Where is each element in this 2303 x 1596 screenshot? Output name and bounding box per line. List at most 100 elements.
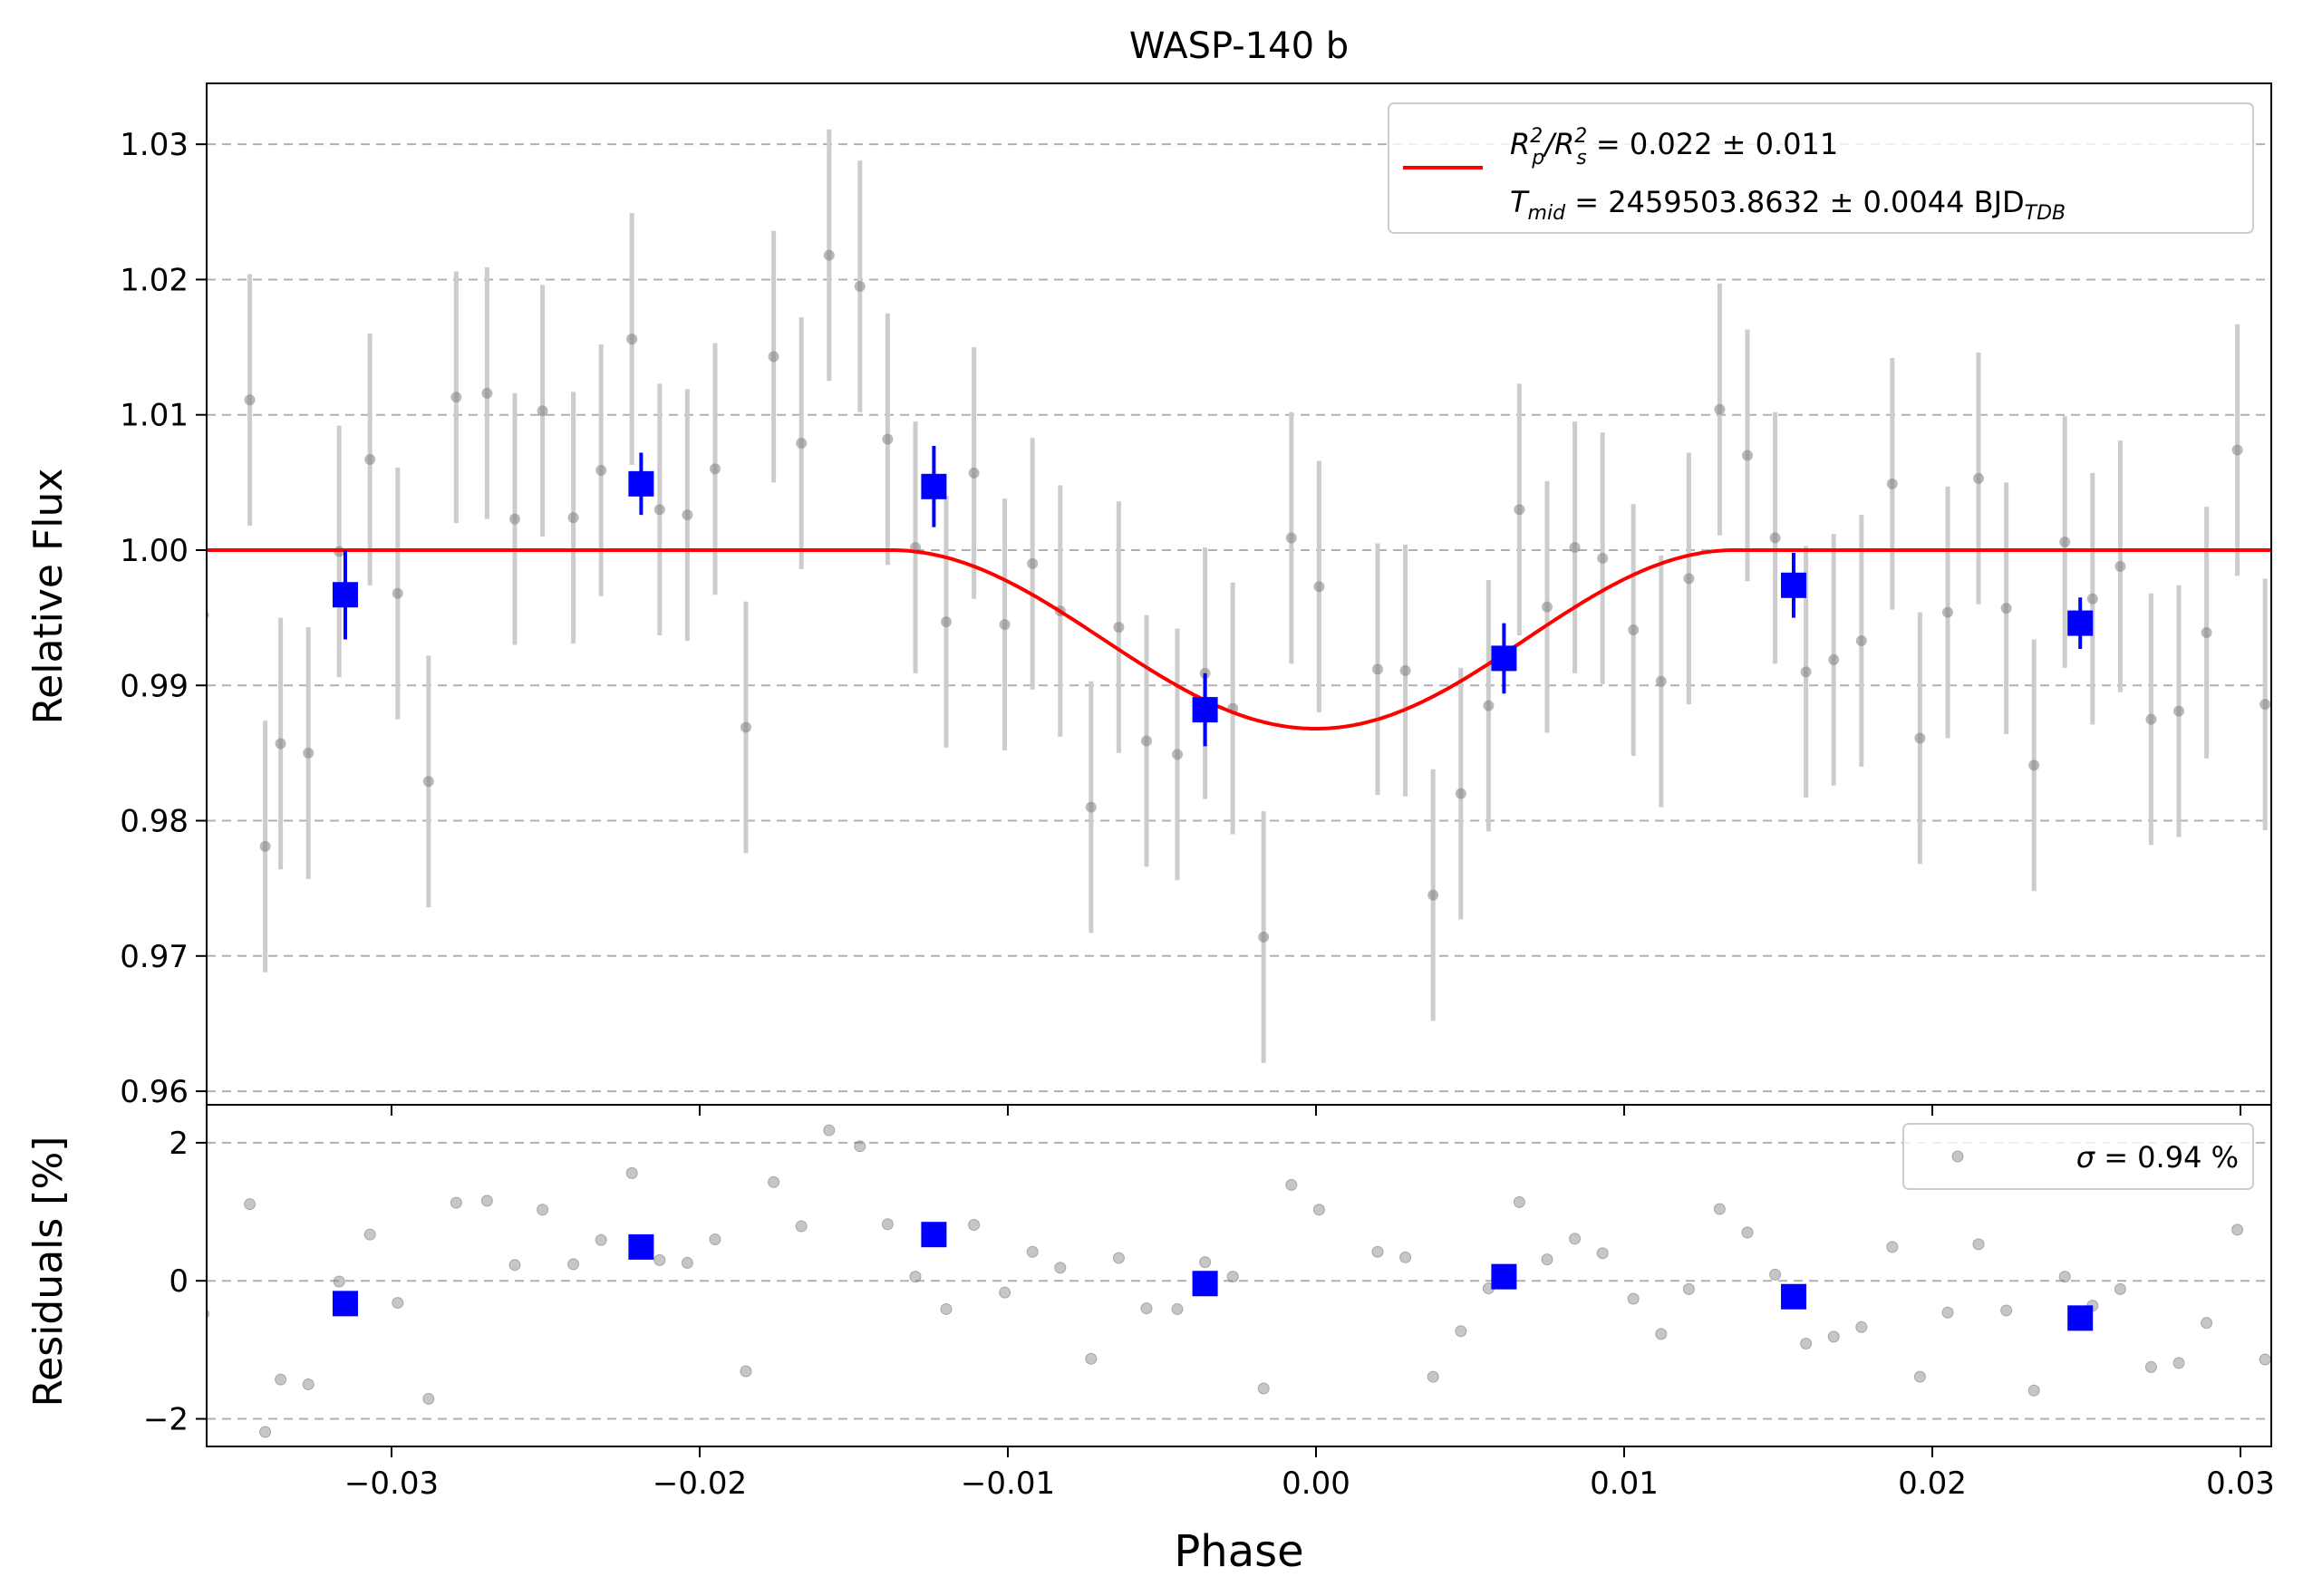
residual-point <box>333 1275 345 1288</box>
raw-data-point <box>2173 705 2184 717</box>
residual-point <box>909 1271 922 1283</box>
raw-data-point <box>682 509 693 521</box>
raw-data-point <box>1714 403 1726 415</box>
raw-data-point <box>768 351 779 363</box>
residual-point <box>1886 1241 1899 1253</box>
raw-data-point <box>2145 713 2157 725</box>
binned-data-point <box>1192 697 1218 723</box>
raw-data-point <box>2028 759 2040 771</box>
raw-data-point <box>364 453 376 465</box>
residual-point <box>1085 1352 1098 1365</box>
residual-point <box>1399 1251 1412 1263</box>
residual-point <box>2231 1224 2244 1236</box>
residual-point <box>740 1365 752 1378</box>
light-curve-binned-points <box>333 446 2094 747</box>
raw-data-point <box>481 387 493 399</box>
raw-data-point <box>1942 606 1953 618</box>
residual-point <box>302 1378 314 1390</box>
residual-point <box>1285 1178 1298 1191</box>
x-axis-label: Phase <box>1174 1526 1303 1577</box>
legend-rprs-value: = 0.022 ± 0.011 <box>1587 127 1839 161</box>
raw-data-point <box>1455 788 1466 799</box>
residual-point <box>823 1124 836 1137</box>
residual-point <box>2114 1282 2126 1295</box>
raw-data-point <box>422 776 434 788</box>
raw-data-point <box>2059 537 2071 548</box>
residual-point <box>1427 1370 1439 1383</box>
residual-point <box>422 1392 435 1405</box>
light-curve-y-tick-label: 0.97 <box>120 939 189 975</box>
residuals-binned-points <box>333 1222 2094 1331</box>
raw-data-point <box>1427 889 1439 901</box>
raw-data-point <box>1683 573 1695 585</box>
legend-tmid-t: T <box>1510 185 1530 219</box>
raw-data-point <box>1027 557 1039 569</box>
residual-point <box>1682 1282 1695 1295</box>
residual-point <box>1199 1256 1212 1269</box>
residual-point <box>1769 1268 1782 1281</box>
residual-point <box>595 1233 607 1246</box>
residuals-legend: σ = 0.94 % <box>1902 1123 2254 1190</box>
chart-title: WASP-140 b <box>1129 25 1349 67</box>
light-curve-panel: 0.96 0.97 0.98 0.99 1.00 1.01 1.02 1.03 Relativ… <box>25 82 2272 1110</box>
raw-data-point <box>1769 532 1781 544</box>
raw-data-point <box>1828 653 1840 665</box>
residual-point <box>2172 1357 2185 1369</box>
residual-point <box>1655 1328 1668 1340</box>
residual-point <box>653 1253 666 1266</box>
x-tick-label: 0.01 <box>1590 1465 1659 1502</box>
light-curve-grid <box>207 143 2271 1093</box>
residual-point <box>625 1166 638 1179</box>
raw-data-point <box>1742 450 1753 461</box>
residuals-legend-box <box>1902 1123 2254 1190</box>
raw-data-point <box>1483 700 1495 711</box>
residual-point <box>854 1140 866 1153</box>
raw-data-point <box>1514 504 1525 516</box>
raw-data-point <box>567 512 579 524</box>
residual-point <box>1972 1238 1985 1251</box>
binned-data-point <box>333 582 358 608</box>
light-curve-raw-points <box>207 129 2271 1063</box>
raw-data-point <box>941 616 952 628</box>
raw-data-point <box>259 840 271 852</box>
legend-rprs-r: R <box>1510 127 1530 161</box>
residual-point <box>709 1233 721 1246</box>
transit-model-line <box>207 548 2271 730</box>
raw-data-point <box>2201 627 2212 639</box>
raw-data-point <box>1172 749 1183 760</box>
x-tick-label: −0.01 <box>961 1465 1055 1502</box>
residual-point <box>2259 1353 2271 1366</box>
light-curve-legend: R2 p/R2 s = 0.022 ± 0.011 Tmid = 2459503.8… <box>1388 102 2254 234</box>
legend-sigma-symbol: σ <box>2076 1140 2096 1175</box>
legend-rprs-sub-a: p <box>1531 147 1544 169</box>
legend-rprs-text: R2 p/R2 s = 0.022 ± 0.011 <box>1510 125 1838 169</box>
raw-data-point <box>999 619 1011 631</box>
raw-data-point <box>1085 801 1097 813</box>
legend-sigma-text: σ = 0.94 % <box>2076 1140 2239 1175</box>
residual-point <box>275 1373 287 1386</box>
raw-data-point <box>537 405 548 417</box>
residual-point <box>1226 1271 1239 1283</box>
raw-data-point <box>1542 601 1553 613</box>
residual-point <box>795 1220 808 1233</box>
residual-point <box>768 1175 780 1188</box>
light-curve-y-tick-label: 1.00 <box>120 533 189 569</box>
binned-data-point <box>628 470 654 497</box>
raw-data-point <box>2231 444 2243 456</box>
light-curve-axes-frame <box>206 82 2272 1106</box>
light-curve-y-tick-label: 0.99 <box>120 668 189 704</box>
residual-point <box>881 1218 894 1231</box>
residual-point <box>1941 1306 1954 1319</box>
residual-point <box>1140 1302 1153 1315</box>
residual-point <box>2144 1360 2157 1373</box>
legend-tmid-sub: mid <box>1528 202 1567 225</box>
light-curve-y-tick-label: 0.98 <box>120 804 189 840</box>
residual-point <box>1026 1245 1039 1258</box>
raw-data-point <box>1914 732 1926 744</box>
residuals-y-tick-label: 0 <box>169 1263 189 1300</box>
raw-data-point <box>626 334 638 345</box>
residual-point <box>1112 1252 1125 1264</box>
binned-data-point <box>2067 610 2094 636</box>
binned-residual-point <box>1192 1271 1218 1297</box>
residual-point <box>508 1259 521 1272</box>
